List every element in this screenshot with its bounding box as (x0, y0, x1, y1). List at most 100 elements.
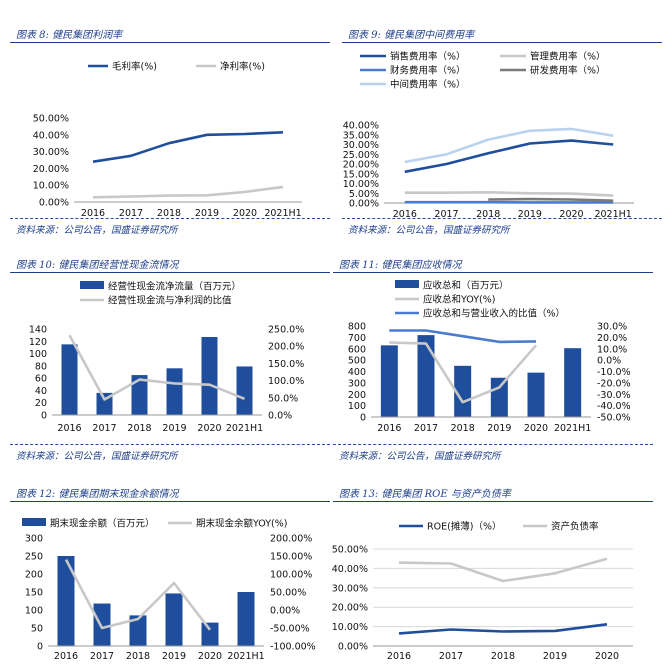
y-tick-label: 0.00% (39, 198, 69, 209)
x-tick-label: 2018 (451, 423, 475, 434)
y-tick-label: 800 (348, 322, 366, 333)
bar (61, 344, 78, 415)
panel-title: 图表 13: 健民集团 ROE 与资产负债率 (339, 489, 511, 500)
title-rule (10, 501, 330, 502)
y-tick-label: 40.00% (33, 130, 69, 141)
bar (166, 368, 183, 415)
y2-tick-label: -10.0% (597, 367, 631, 378)
source-rule (10, 218, 330, 219)
y2-tick-label: 150.00% (270, 552, 312, 563)
y2-tick-label: 100.00% (270, 570, 312, 581)
y2-tick-label: 30.0% (597, 322, 627, 333)
title-rule (333, 501, 653, 502)
x-tick-label: 2020 (197, 423, 221, 434)
legend-label: 应收总和YOY(%) (423, 294, 495, 306)
bar (201, 622, 219, 646)
x-tick-label: 2016 (57, 423, 81, 434)
y-tick-label: 150 (25, 588, 43, 599)
panel-profit-margin: 图表 8: 健民集团利润率 0.00% 10.00% 20.00% 30.00% 40.… (10, 26, 330, 236)
y-tick-label: 600 (348, 344, 366, 355)
bar (165, 593, 183, 646)
x-tick-label: 2017 (439, 651, 463, 662)
panel-cash-balance: 图表 12: 健民集团期末现金余额情况 0 50 100 150 200 250 300 -1… (10, 485, 330, 664)
x-tick-label: 2016 (387, 651, 411, 662)
y2-tick-label: -20.0% (597, 378, 631, 389)
y-tick-label: 40 (35, 386, 47, 397)
y-tick-label: 10.00% (332, 622, 368, 633)
legend-label: 净利率(%) (220, 61, 265, 73)
y-tick-label: 50.00% (332, 545, 368, 556)
y2-tick-label: 200.0% (268, 342, 304, 353)
panel-title: 图表 12: 健民集团期末现金余额情况 (16, 489, 179, 500)
bar (417, 335, 435, 417)
x-tick-label: 2021H1 (226, 423, 263, 434)
x-tick-label: 2021H1 (264, 208, 301, 219)
y2-tick-label: -40.0% (597, 401, 631, 412)
x-tick-label: 2016 (377, 423, 401, 434)
series-line (92, 131, 284, 163)
panel-operating-cashflow: 图表 10: 健民集团经营性现金流情况 0 20 40 60 80 100 120 140 0.… (10, 256, 330, 466)
y-tick-label: 10.00% (33, 181, 69, 192)
y-tick-label: 60 (35, 374, 47, 385)
series-line (64, 558, 212, 631)
legend-label: 期末现金余额（百万元） (50, 518, 155, 530)
bar (527, 372, 545, 417)
panel-title: 图表 8: 健民集团利润率 (16, 30, 123, 41)
series-line (389, 329, 537, 344)
bar (454, 365, 472, 417)
y2-tick-label: 10.0% (597, 344, 627, 355)
y-tick-label: 20.00% (33, 164, 69, 175)
x-tick-label: 2018 (157, 208, 181, 219)
expense-ratio-chart: 0.00%5.00%10.00%15.00%20.00%25.00%30.00%… (343, 51, 634, 220)
x-tick-label: 2019 (195, 208, 219, 219)
y-tick-label: 30.00% (343, 140, 379, 151)
x-tick-label: 2019 (518, 209, 542, 220)
legend-swatch (80, 281, 104, 289)
x-tick-label: 2016 (393, 209, 417, 220)
source-note: 资料来源：公司公告，国盛证券研究所 (339, 451, 501, 462)
y-tick-label: 100 (25, 606, 43, 617)
y2-tick-label: 100.0% (268, 376, 304, 387)
title-rule (10, 272, 330, 273)
x-tick-label: 2018 (126, 651, 150, 662)
series-line (398, 623, 608, 635)
y-tick-label: 30.00% (332, 583, 368, 594)
legend-label: 毛利率(%) (112, 61, 157, 73)
x-tick-label: 2017 (414, 423, 438, 434)
bar (201, 336, 218, 415)
x-tick-label: 2020 (559, 209, 583, 220)
legend-swatch (395, 280, 419, 288)
x-tick-label: 2019 (487, 423, 511, 434)
y-tick-label: 700 (348, 333, 366, 344)
series-line (404, 127, 614, 164)
panel-roe-leverage: 图表 13: 健民集团 ROE 与资产负债率 0.00% 10.00% 20.00%… (332, 485, 653, 664)
legend-label: 经营性现金流净流量（百万元） (108, 281, 241, 293)
legend-label: 应收总和与营业收入的比值（%） (423, 308, 565, 320)
legend-label: 财务费用率（%） (390, 65, 466, 77)
x-tick-label: 2021H1 (227, 651, 264, 662)
y-tick-label: 400 (348, 367, 366, 378)
panel-title: 图表 10: 健民集团经营性现金流情况 (16, 260, 179, 271)
y2-tick-label: -30.0% (597, 390, 631, 401)
y-tick-label: 20 (35, 398, 47, 409)
x-tick-label: 2020 (595, 651, 619, 662)
legend-label: 研发费用率（%） (530, 65, 606, 77)
x-tick-label: 2021H1 (554, 423, 591, 434)
series-line (404, 191, 614, 197)
y-tick-label: 20.00% (343, 160, 379, 171)
roe-leverage-chart: 0.00% 10.00% 20.00% 30.00% 40.00% 50.00% 2016 2… (332, 521, 633, 662)
source-rule (333, 444, 653, 445)
y-tick-label: 500 (348, 356, 366, 367)
y2-tick-label: 250.0% (268, 325, 304, 336)
y2-tick-label: 0.00% (270, 606, 300, 617)
bar (236, 366, 253, 415)
bar (564, 348, 582, 417)
y-tick-label: 50.00% (33, 114, 69, 125)
source-note: 资料来源：公司公告，国盛证券研究所 (348, 225, 510, 236)
bar (129, 615, 147, 646)
x-tick-label: 2017 (119, 208, 143, 219)
profit-margin-chart: 0.00% 10.00% 20.00% 30.00% 40.00% 50.00% 2016 2… (33, 61, 302, 219)
legend-swatch (22, 518, 46, 526)
y-tick-label: 10.00% (343, 179, 379, 190)
